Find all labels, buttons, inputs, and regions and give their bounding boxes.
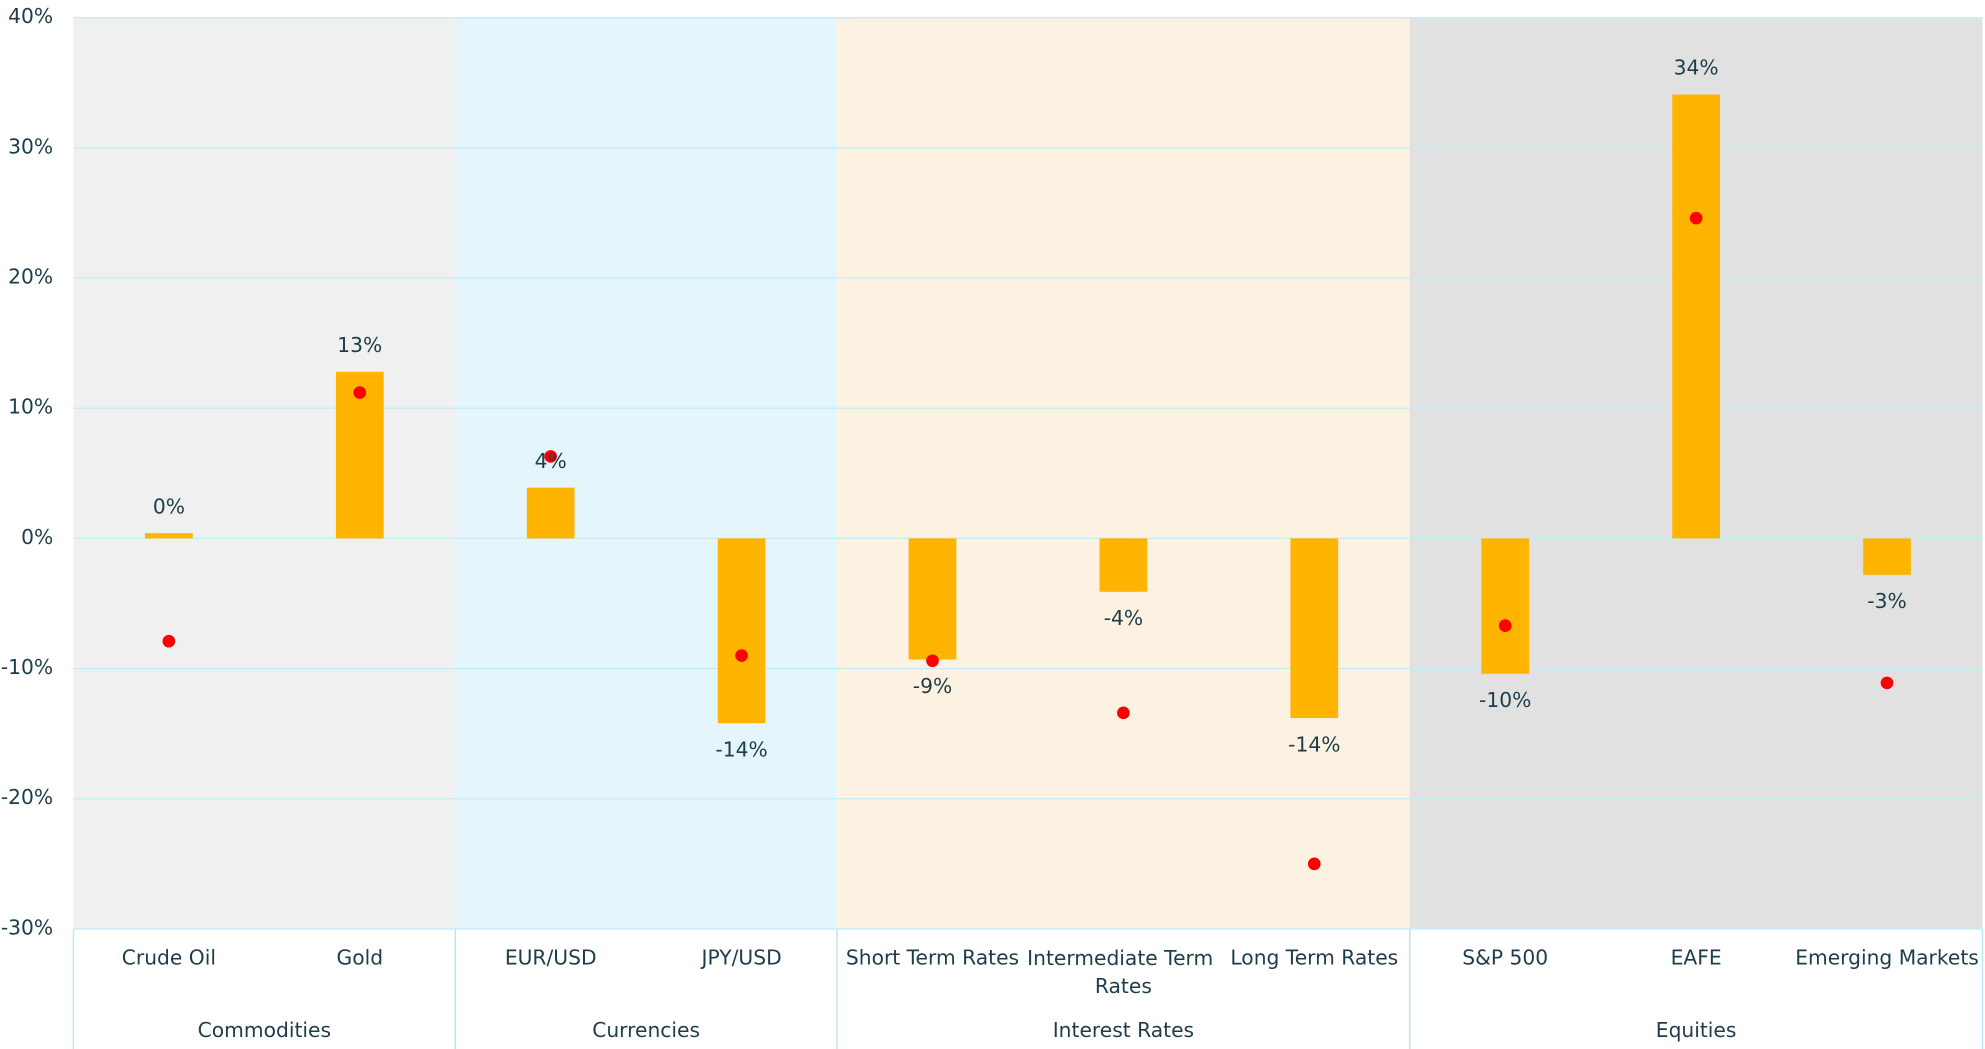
group-background: [837, 17, 1410, 929]
y-tick-label: 20%: [8, 265, 53, 289]
bar: [1672, 94, 1720, 539]
x-tick-label: S&P 500: [1462, 946, 1548, 970]
y-tick-label: -10%: [1, 655, 53, 679]
group-label: Currencies: [592, 1018, 700, 1042]
data-label: -14%: [715, 738, 767, 762]
data-label: -4%: [1104, 606, 1143, 630]
marker: [1117, 706, 1130, 720]
marker: [1689, 211, 1703, 225]
bar: [145, 533, 193, 539]
group-label: Interest Rates: [1053, 1018, 1194, 1042]
x-tick-label: EUR/USD: [505, 946, 597, 970]
data-label: 0%: [153, 494, 185, 518]
group-label: Commodities: [198, 1018, 331, 1042]
data-label: -9%: [913, 674, 952, 698]
data-label: -3%: [1867, 589, 1906, 613]
bar: [717, 538, 766, 724]
y-tick-label: 40%: [8, 4, 53, 28]
marker: [1880, 676, 1894, 690]
marker: [1307, 857, 1321, 871]
y-tick-label: 30%: [8, 134, 53, 158]
x-tick-label: EAFE: [1671, 946, 1722, 970]
y-tick-label: -20%: [1, 785, 53, 809]
data-label: -10%: [1479, 688, 1531, 712]
bar: [335, 371, 384, 539]
marker: [926, 654, 939, 668]
group-background: [73, 17, 456, 929]
group-label: Equities: [1656, 1018, 1737, 1042]
x-tick-label: Emerging Markets: [1795, 946, 1979, 970]
y-tick-label: 0%: [21, 525, 53, 549]
x-tick-label: Long Term Rates: [1230, 946, 1398, 970]
marker: [162, 634, 176, 648]
group-background: [455, 17, 838, 929]
bar: [526, 487, 575, 539]
data-label: 13%: [337, 333, 382, 357]
labels: Commodities Currencies Interest Rates Equit…: [1, 4, 1979, 1042]
bar: [1863, 538, 1911, 575]
marker: [1498, 619, 1512, 632]
marker: [353, 386, 367, 399]
marker: [735, 649, 748, 662]
x-tick-label: Short Term Rates: [846, 946, 1019, 970]
bar: [1099, 538, 1148, 592]
data-label: 4%: [535, 449, 567, 473]
y-tick-label: 10%: [8, 395, 53, 419]
x-tick-label: Intermediate Term Rates: [1027, 946, 1219, 998]
bar: [1481, 538, 1530, 674]
grid: [72, 17, 1984, 1049]
x-tick-label: Crude Oil: [122, 946, 216, 970]
bar: [908, 538, 957, 660]
bar: [1290, 538, 1339, 719]
x-tick-label: Gold: [337, 946, 384, 970]
y-tick-label: -30%: [1, 915, 53, 939]
x-tick-label: JPY/USD: [700, 946, 782, 970]
marker: [544, 450, 558, 463]
data-label: 34%: [1674, 56, 1719, 80]
data-label: -14%: [1288, 732, 1340, 756]
marks: [145, 94, 1911, 871]
